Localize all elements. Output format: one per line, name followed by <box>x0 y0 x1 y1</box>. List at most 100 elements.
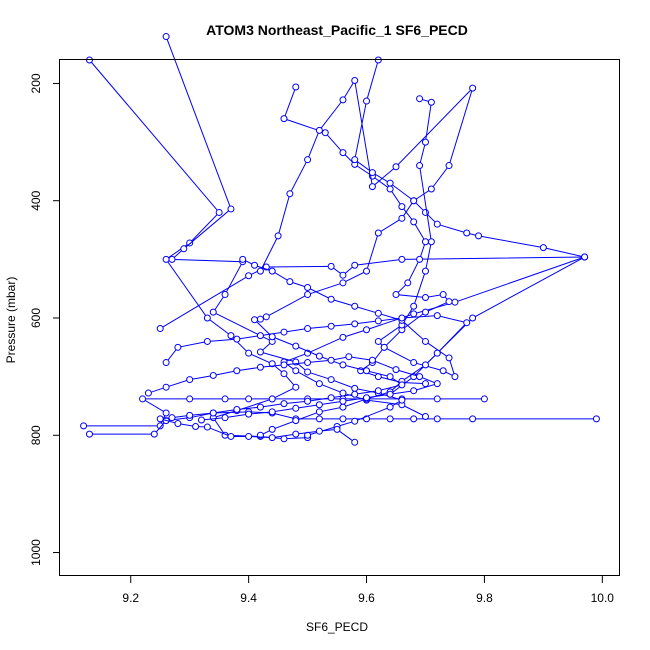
data-point <box>327 376 335 384</box>
data-point <box>339 389 347 397</box>
data-point <box>592 415 600 423</box>
data-point <box>445 354 453 362</box>
data-point <box>203 314 211 322</box>
data-point <box>256 332 264 340</box>
data-point <box>162 409 170 417</box>
data-point <box>404 279 412 287</box>
data-point <box>433 380 441 388</box>
data-point <box>304 397 312 405</box>
data-point <box>180 245 188 253</box>
data-point <box>421 138 429 146</box>
data-point <box>451 298 459 306</box>
data-point <box>286 190 294 198</box>
data-point <box>245 349 253 357</box>
data-point <box>327 262 335 270</box>
data-point <box>162 359 170 367</box>
data-point <box>380 343 388 351</box>
data-point <box>139 395 147 403</box>
x-axis-label: SF6_PECD <box>306 620 368 634</box>
data-point <box>256 348 264 356</box>
data-point <box>351 77 359 85</box>
data-point <box>427 185 435 193</box>
data-point <box>186 395 194 403</box>
data-point <box>480 395 488 403</box>
x-tick-label: 9.2 <box>122 591 139 605</box>
data-point <box>315 380 323 388</box>
data-point <box>286 278 294 286</box>
data-point <box>233 335 241 343</box>
data-point <box>268 360 276 368</box>
data-point <box>421 337 429 345</box>
data-point <box>433 349 441 357</box>
data-point <box>363 367 371 375</box>
data-point <box>245 272 253 280</box>
data-point <box>475 232 483 240</box>
data-point <box>351 384 359 392</box>
plot-marks <box>80 33 600 446</box>
data-point <box>233 367 241 375</box>
data-point <box>315 427 323 435</box>
data-point <box>445 162 453 170</box>
data-point <box>174 420 182 428</box>
data-point <box>292 383 300 391</box>
data-point <box>416 255 424 263</box>
data-point <box>386 373 394 381</box>
data-point <box>251 261 259 269</box>
data-point <box>197 416 205 424</box>
data-point <box>209 371 217 379</box>
data-point <box>410 415 418 423</box>
data-point <box>386 415 394 423</box>
data-point <box>156 325 164 333</box>
data-point <box>386 179 394 187</box>
series-12 <box>144 353 441 424</box>
data-point <box>339 403 347 411</box>
data-point <box>345 353 353 361</box>
data-point <box>351 261 359 269</box>
data-point <box>433 220 441 228</box>
y-tick-label: 1000 <box>29 539 43 566</box>
data-point <box>315 408 323 416</box>
data-point <box>433 312 441 320</box>
series-9 <box>239 95 459 381</box>
data-point <box>392 291 400 299</box>
data-point <box>327 322 335 330</box>
data-point <box>539 244 547 252</box>
data-point <box>374 309 382 317</box>
data-point <box>339 96 347 104</box>
data-point <box>186 376 194 384</box>
data-point <box>421 380 429 388</box>
data-point <box>445 298 453 306</box>
data-point <box>209 409 217 417</box>
data-point <box>351 438 359 446</box>
data-point <box>245 395 253 403</box>
data-point <box>327 295 335 303</box>
data-point <box>168 414 176 422</box>
data-point <box>268 425 276 433</box>
data-point <box>304 291 312 299</box>
data-point <box>268 395 276 403</box>
data-point <box>292 342 300 350</box>
data-point <box>280 435 288 443</box>
series-line <box>148 356 439 421</box>
data-point <box>351 156 359 164</box>
data-point <box>168 255 176 263</box>
data-point <box>162 33 170 41</box>
data-point <box>256 403 264 411</box>
data-point <box>268 333 276 341</box>
series-10 <box>162 312 471 439</box>
data-point <box>339 279 347 287</box>
data-point <box>439 367 447 375</box>
data-point <box>386 403 394 411</box>
data-point <box>292 430 300 438</box>
data-point <box>410 197 418 205</box>
data-point <box>315 415 323 423</box>
data-point <box>363 394 371 402</box>
data-point <box>321 129 329 137</box>
data-point <box>410 387 418 395</box>
data-point <box>280 361 288 369</box>
data-point <box>374 337 382 345</box>
series-7 <box>256 77 477 323</box>
data-point <box>410 359 418 367</box>
y-tick-label: 600 <box>29 308 43 328</box>
